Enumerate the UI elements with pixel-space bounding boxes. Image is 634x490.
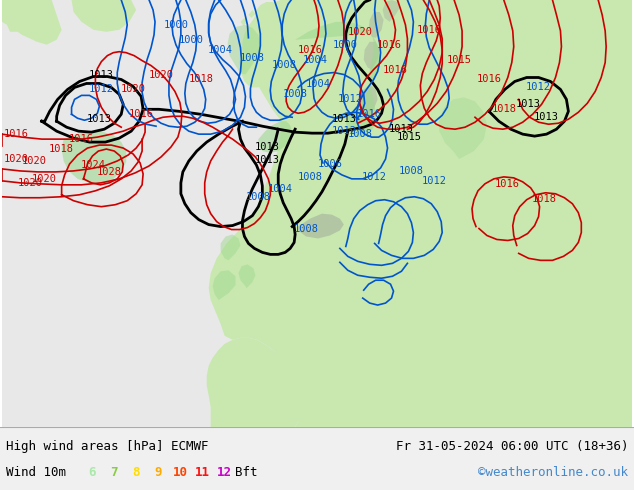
Text: 1012: 1012 xyxy=(362,172,387,182)
Polygon shape xyxy=(207,338,302,427)
Text: 1020: 1020 xyxy=(31,174,56,184)
Polygon shape xyxy=(209,197,310,427)
Text: 1012: 1012 xyxy=(89,84,114,95)
Text: 1004: 1004 xyxy=(268,184,293,194)
Text: 1013: 1013 xyxy=(534,112,559,122)
Polygon shape xyxy=(212,270,235,300)
Text: 9: 9 xyxy=(154,466,162,479)
Text: 1000: 1000 xyxy=(178,35,204,45)
Text: 7: 7 xyxy=(110,466,118,479)
Text: 1004: 1004 xyxy=(306,79,330,90)
Polygon shape xyxy=(240,18,247,26)
Text: 1015: 1015 xyxy=(397,132,422,142)
Text: 1016: 1016 xyxy=(3,129,29,139)
Text: 1013: 1013 xyxy=(89,70,114,79)
Text: 1008: 1008 xyxy=(347,129,372,139)
Text: 1012: 1012 xyxy=(526,82,551,93)
Text: 1020: 1020 xyxy=(120,84,146,95)
Text: 1016: 1016 xyxy=(297,45,323,55)
Text: 1015: 1015 xyxy=(446,54,472,65)
Text: 1018: 1018 xyxy=(49,144,74,154)
Text: 1000: 1000 xyxy=(164,20,188,30)
Text: 1018: 1018 xyxy=(188,74,213,84)
Text: 1013: 1013 xyxy=(516,99,541,109)
Text: 1020: 1020 xyxy=(347,27,372,37)
Text: 1000: 1000 xyxy=(332,40,358,49)
Polygon shape xyxy=(302,276,314,298)
Text: 1016: 1016 xyxy=(417,25,442,35)
Polygon shape xyxy=(2,0,61,45)
Text: 12: 12 xyxy=(216,466,231,479)
Text: 1013: 1013 xyxy=(255,155,280,165)
Text: 1016: 1016 xyxy=(495,179,519,189)
Text: 1004: 1004 xyxy=(208,45,233,55)
Text: 1006: 1006 xyxy=(318,159,342,169)
Text: 1020: 1020 xyxy=(148,70,174,79)
Polygon shape xyxy=(369,12,384,38)
Polygon shape xyxy=(242,0,632,427)
Text: 1016: 1016 xyxy=(476,74,501,84)
Text: 1012: 1012 xyxy=(332,126,356,136)
Text: 8: 8 xyxy=(133,466,139,479)
Text: 1012: 1012 xyxy=(422,176,447,186)
Text: 1013: 1013 xyxy=(389,124,414,134)
Text: 1008: 1008 xyxy=(272,60,297,70)
Polygon shape xyxy=(252,43,298,123)
Polygon shape xyxy=(238,264,256,288)
Text: 1020: 1020 xyxy=(3,154,29,164)
Text: 1016: 1016 xyxy=(129,109,153,119)
Text: 1004: 1004 xyxy=(302,54,328,65)
Polygon shape xyxy=(322,58,338,84)
Text: 10: 10 xyxy=(172,466,188,479)
Polygon shape xyxy=(354,0,413,230)
Polygon shape xyxy=(364,42,380,70)
Text: High wind areas [hPa] ECMWF: High wind areas [hPa] ECMWF xyxy=(6,440,209,453)
Polygon shape xyxy=(295,22,380,137)
Text: 1008: 1008 xyxy=(240,52,265,63)
Polygon shape xyxy=(300,252,312,280)
Text: 1013: 1013 xyxy=(87,114,112,124)
Text: 11: 11 xyxy=(195,466,209,479)
Text: 1020: 1020 xyxy=(17,178,42,188)
Text: 1018: 1018 xyxy=(532,194,557,204)
Polygon shape xyxy=(259,121,292,153)
Polygon shape xyxy=(72,0,136,32)
Polygon shape xyxy=(61,131,126,183)
Text: 1018: 1018 xyxy=(491,104,516,114)
Polygon shape xyxy=(439,98,487,159)
Text: 1016: 1016 xyxy=(377,40,402,49)
Polygon shape xyxy=(298,214,344,239)
Text: 1008: 1008 xyxy=(297,172,323,182)
Polygon shape xyxy=(382,0,399,22)
Text: 1024: 1024 xyxy=(81,160,106,170)
Text: 1016: 1016 xyxy=(383,65,408,74)
Text: 1016: 1016 xyxy=(357,109,382,119)
Polygon shape xyxy=(359,84,378,119)
Text: Fr 31-05-2024 06:00 UTC (18+36): Fr 31-05-2024 06:00 UTC (18+36) xyxy=(396,440,628,453)
Polygon shape xyxy=(221,235,240,260)
Polygon shape xyxy=(7,20,20,32)
Text: 1008: 1008 xyxy=(399,166,424,176)
Text: 1008: 1008 xyxy=(283,89,307,99)
Text: Bft: Bft xyxy=(235,466,257,479)
Text: 1028: 1028 xyxy=(97,167,122,177)
Text: 1013: 1013 xyxy=(255,142,280,152)
Text: 1008: 1008 xyxy=(294,223,318,234)
Text: ©weatheronline.co.uk: ©weatheronline.co.uk xyxy=(478,466,628,479)
Text: 1016: 1016 xyxy=(69,134,94,144)
Polygon shape xyxy=(240,48,268,87)
Text: 1008: 1008 xyxy=(246,192,271,202)
Text: 6: 6 xyxy=(88,466,96,479)
Text: 1012: 1012 xyxy=(337,95,362,104)
Polygon shape xyxy=(228,25,261,74)
Polygon shape xyxy=(249,10,256,18)
Text: 1020: 1020 xyxy=(22,156,46,166)
Text: 1013: 1013 xyxy=(332,114,356,124)
Text: Wind 10m: Wind 10m xyxy=(6,466,66,479)
Polygon shape xyxy=(254,2,286,48)
